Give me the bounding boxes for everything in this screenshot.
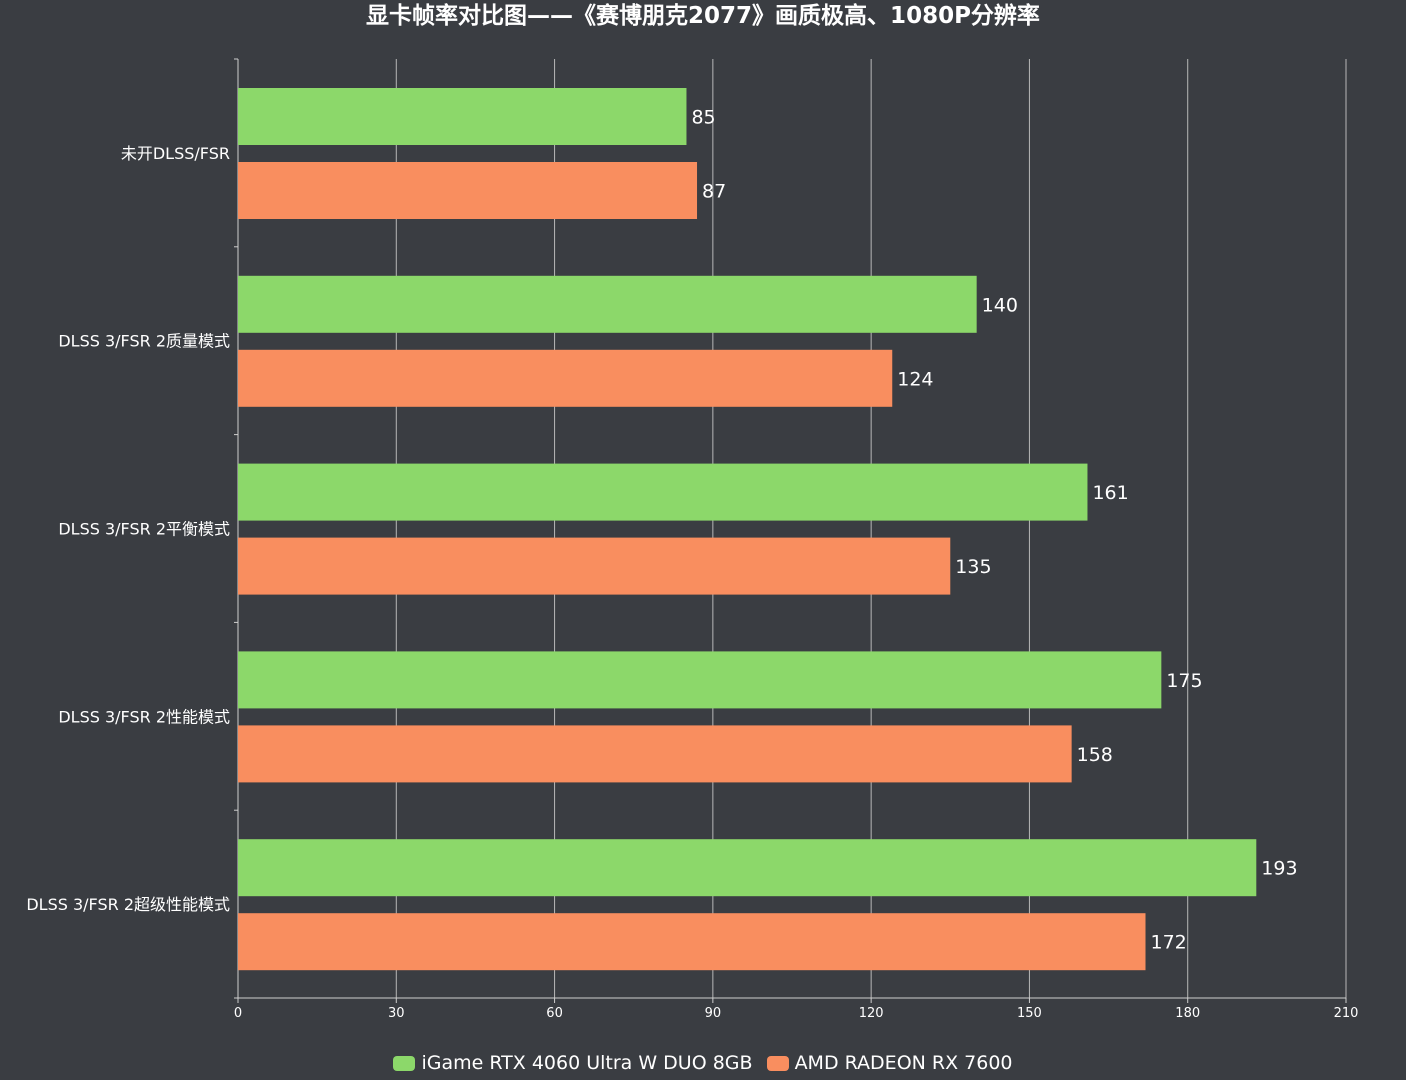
bar <box>238 162 698 219</box>
legend-item[interactable]: iGame RTX 4060 Ultra W DUO 8GB <box>393 1048 753 1078</box>
category-label: 未开DLSS/FSR <box>121 144 230 163</box>
category-label: DLSS 3/FSR 2超级性能模式 <box>26 895 230 914</box>
data-label: 175 <box>1166 670 1202 692</box>
bar <box>238 275 977 333</box>
chart-title: 显卡帧率对比图——《赛博朋克2077》画质极高、1080P分辨率 <box>366 3 1040 29</box>
bar <box>238 88 687 145</box>
bar-chart: 0 30 60 90 120 150 180 210 85 87 未开DLSS/FSR 140 124 D… <box>26 58 1359 1021</box>
bar <box>238 725 1072 783</box>
data-label: 193 <box>1261 858 1297 880</box>
legend-swatch <box>393 1055 416 1071</box>
x-tick-label: 150 <box>1017 1006 1042 1021</box>
bar <box>238 839 1257 897</box>
x-tick-label: 120 <box>859 1006 884 1021</box>
x-tick-label: 90 <box>705 1006 722 1021</box>
data-label: 172 <box>1151 932 1187 954</box>
legend-label: AMD RADEON RX 7600 <box>794 1052 1013 1074</box>
legend: iGame RTX 4060 Ultra W DUO 8GB AMD RADEON… <box>0 1048 1406 1078</box>
x-tick-label: 210 <box>1334 1006 1359 1021</box>
data-label: 140 <box>982 294 1018 316</box>
data-label: 85 <box>691 107 715 129</box>
data-label: 87 <box>702 181 726 203</box>
bar <box>238 537 951 595</box>
category-label: DLSS 3/FSR 2质量模式 <box>58 332 230 351</box>
bar <box>238 651 1162 709</box>
category-label: DLSS 3/FSR 2平衡模式 <box>58 520 230 539</box>
bar <box>238 463 1088 521</box>
data-label: 158 <box>1077 744 1113 766</box>
x-tick-label: 60 <box>546 1006 563 1021</box>
x-tick-label: 30 <box>388 1006 405 1021</box>
x-tick-label: 180 <box>1175 1006 1200 1021</box>
data-label: 124 <box>897 368 933 390</box>
bar <box>238 349 893 407</box>
x-tick-label: 0 <box>234 1006 242 1021</box>
data-label: 135 <box>955 556 991 578</box>
category-label: DLSS 3/FSR 2性能模式 <box>58 707 230 726</box>
legend-label: iGame RTX 4060 Ultra W DUO 8GB <box>421 1052 753 1074</box>
data-label: 161 <box>1092 482 1128 504</box>
bar <box>238 913 1146 971</box>
legend-item[interactable]: AMD RADEON RX 7600 <box>766 1048 1013 1078</box>
legend-swatch <box>766 1055 789 1071</box>
